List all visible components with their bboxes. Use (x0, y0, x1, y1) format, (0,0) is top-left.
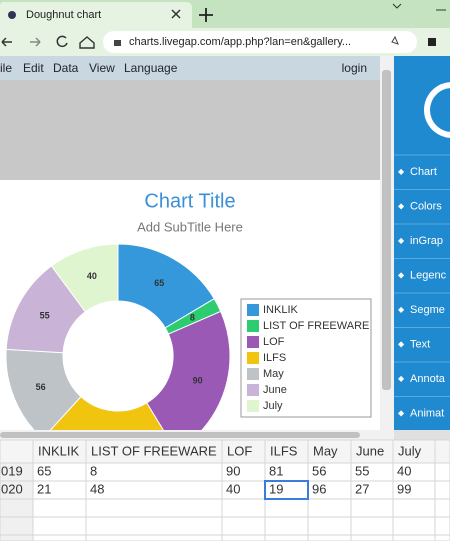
cell[interactable]: 40 (397, 463, 411, 478)
url[interactable]: charts.livegap.com/app.php?lan=en&galler… (129, 36, 351, 48)
panel-scroll (394, 430, 450, 440)
back[interactable] (1, 37, 12, 47)
segment[interactable] (50, 243, 119, 313)
menu-item[interactable]: Data (53, 61, 79, 75)
cell[interactable]: 81 (269, 463, 283, 478)
panel-item[interactable]: Colors (410, 200, 442, 212)
legend-label[interactable]: INKLIK (263, 304, 299, 316)
extensions[interactable] (428, 38, 436, 46)
panel-item[interactable]: Text (410, 338, 430, 350)
menu-bar (0, 56, 394, 80)
scroll-thumb[interactable] (382, 70, 391, 390)
legend-label[interactable]: LIST OF FREEWARE (263, 320, 369, 332)
lock-icon (114, 40, 121, 46)
cell[interactable]: 99 (397, 481, 411, 496)
data-label: 55 (40, 311, 50, 321)
tab-title[interactable]: Doughnut chart (26, 9, 101, 21)
legend-label[interactable]: June (263, 384, 287, 396)
panel-item[interactable]: Animat (410, 407, 444, 419)
legend-label[interactable]: May (263, 368, 284, 380)
login[interactable]: login (342, 61, 367, 75)
column-header[interactable]: June (356, 443, 384, 458)
legend-label[interactable]: July (263, 400, 283, 412)
legend-swatch (247, 368, 259, 380)
chart-title[interactable]: Chart Title (144, 190, 235, 212)
h-scroll-thumb[interactable] (0, 432, 360, 438)
panel-caret: ◆ (398, 202, 405, 211)
cell[interactable]: 19 (269, 481, 283, 496)
header-row (0, 440, 450, 463)
legend-swatch (247, 400, 259, 412)
data-label: 8 (190, 312, 195, 322)
panel-caret: ◆ (398, 340, 405, 349)
cell[interactable]: 21 (37, 481, 51, 496)
chart-subtitle[interactable]: Add SubTitle Here (137, 219, 243, 234)
toolbar-area (0, 80, 380, 180)
cell[interactable]: 27 (355, 481, 369, 496)
column-header[interactable]: LIST OF FREEWARE (91, 443, 217, 458)
panel-caret: ◆ (398, 305, 405, 314)
panel-item[interactable]: Chart (410, 166, 437, 178)
cell[interactable]: 90 (226, 463, 240, 478)
logo-inner (430, 88, 450, 132)
cell[interactable]: 40 (226, 481, 240, 496)
tab-icon (8, 11, 16, 19)
column-header[interactable]: ILFS (270, 443, 298, 458)
cell[interactable]: 55 (355, 463, 369, 478)
column-header[interactable]: May (313, 443, 338, 458)
reload[interactable] (56, 35, 68, 48)
panel-caret: ◆ (398, 167, 405, 176)
legend-label[interactable]: LOF (263, 336, 285, 348)
row-label: 020 (1, 481, 23, 496)
column-header[interactable]: LOF (227, 443, 252, 458)
bookmark[interactable] (391, 35, 399, 45)
home[interactable] (79, 36, 95, 49)
menu-item[interactable]: Edit (23, 61, 44, 75)
data-label: 56 (36, 382, 46, 392)
panel-caret: ◆ (398, 236, 405, 245)
legend-label[interactable]: ILFS (263, 352, 286, 364)
row-label: 019 (1, 463, 23, 478)
active-tab[interactable] (0, 2, 192, 28)
data-label: 40 (87, 271, 97, 281)
segment[interactable] (146, 310, 231, 451)
url-field[interactable] (103, 31, 417, 53)
column-header[interactable]: INKLIK (38, 443, 80, 458)
cell[interactable]: 56 (312, 463, 326, 478)
panel-caret: ◆ (398, 409, 405, 418)
panel-item[interactable]: Segme (410, 304, 445, 316)
cell[interactable]: 8 (90, 463, 97, 478)
data-label: 65 (154, 278, 164, 288)
selected-cell (264, 480, 309, 500)
legend-swatch (247, 384, 259, 396)
legend-swatch (247, 304, 259, 316)
tab-menu[interactable] (392, 3, 402, 9)
panel-item[interactable]: Annota (410, 373, 446, 385)
menu-item[interactable]: Language (124, 61, 178, 75)
legend-swatch (247, 352, 259, 364)
segment[interactable] (43, 395, 177, 468)
column-header[interactable]: July (398, 443, 422, 458)
cell[interactable]: 48 (90, 481, 104, 496)
panel-caret: ◆ (398, 271, 405, 280)
legend-swatch (247, 320, 259, 332)
forward[interactable] (30, 37, 41, 47)
data-label: 90 (193, 376, 203, 386)
menu-item[interactable]: View (89, 61, 115, 75)
panel-item[interactable]: Legenc (410, 269, 447, 281)
cell[interactable]: 96 (312, 481, 326, 496)
panel-item[interactable]: inGrap (410, 235, 443, 247)
panel-caret: ◆ (398, 374, 405, 383)
cell[interactable]: 65 (37, 463, 51, 478)
new-tab[interactable] (199, 8, 213, 22)
menu-item[interactable]: ile (0, 61, 12, 75)
legend-box (240, 298, 372, 418)
tab-close[interactable] (171, 9, 181, 19)
legend-swatch (247, 336, 259, 348)
